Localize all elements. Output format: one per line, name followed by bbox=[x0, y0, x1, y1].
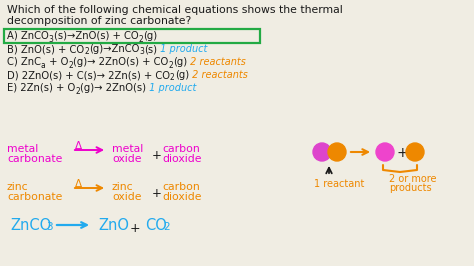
Text: C) ZnC: C) ZnC bbox=[7, 57, 41, 67]
Text: (g): (g) bbox=[175, 70, 189, 80]
Text: decomposition of zinc carbonate?: decomposition of zinc carbonate? bbox=[7, 16, 191, 26]
Text: ZnO: ZnO bbox=[98, 218, 129, 233]
Text: 2 reactants: 2 reactants bbox=[189, 70, 248, 80]
Text: (g)→ 2ZnO(s): (g)→ 2ZnO(s) bbox=[80, 83, 146, 93]
Text: 2: 2 bbox=[170, 73, 175, 82]
Text: +: + bbox=[130, 222, 141, 235]
Text: (g)→ 2ZnO(s) + CO: (g)→ 2ZnO(s) + CO bbox=[73, 57, 168, 67]
Text: 2: 2 bbox=[168, 60, 173, 69]
Text: Δ: Δ bbox=[75, 141, 82, 151]
Text: 3: 3 bbox=[139, 48, 144, 56]
Text: a: a bbox=[41, 60, 46, 69]
Text: D) 2ZnO(s) + C(s)→ 2Zn(s) + CO: D) 2ZnO(s) + C(s)→ 2Zn(s) + CO bbox=[7, 70, 170, 80]
Text: dioxide: dioxide bbox=[162, 192, 201, 202]
Text: (g): (g) bbox=[143, 31, 157, 41]
Text: Δ: Δ bbox=[75, 179, 82, 189]
Text: 1 reactant: 1 reactant bbox=[314, 179, 365, 189]
Text: metal: metal bbox=[7, 144, 38, 154]
Circle shape bbox=[328, 143, 346, 161]
Text: ZnCO: ZnCO bbox=[10, 218, 51, 233]
Text: products: products bbox=[389, 183, 432, 193]
Text: oxide: oxide bbox=[112, 154, 142, 164]
Text: +: + bbox=[397, 146, 409, 160]
Text: zinc: zinc bbox=[112, 182, 134, 192]
Text: oxide: oxide bbox=[112, 192, 142, 202]
Text: carbonate: carbonate bbox=[7, 192, 63, 202]
Text: (s): (s) bbox=[144, 44, 157, 54]
Circle shape bbox=[313, 143, 331, 161]
Text: 2: 2 bbox=[84, 48, 89, 56]
Text: 2: 2 bbox=[75, 86, 80, 95]
Text: CO: CO bbox=[145, 218, 167, 233]
Text: (g): (g) bbox=[173, 57, 187, 67]
Text: 2 or more: 2 or more bbox=[389, 174, 437, 184]
Text: (g)→ZnCO: (g)→ZnCO bbox=[89, 44, 139, 54]
Circle shape bbox=[376, 143, 394, 161]
Text: metal: metal bbox=[112, 144, 143, 154]
Text: 2: 2 bbox=[68, 60, 73, 69]
Text: carbonate: carbonate bbox=[7, 154, 63, 164]
Text: zinc: zinc bbox=[7, 182, 28, 192]
Text: carbon: carbon bbox=[162, 182, 200, 192]
Text: Which of the following chemical equations shows the thermal: Which of the following chemical equation… bbox=[7, 5, 343, 15]
Text: 2: 2 bbox=[138, 35, 143, 44]
Text: carbon: carbon bbox=[162, 144, 200, 154]
Text: 3: 3 bbox=[46, 222, 53, 232]
Text: +: + bbox=[152, 149, 162, 162]
Circle shape bbox=[406, 143, 424, 161]
Text: (s)→ZnO(s) + CO: (s)→ZnO(s) + CO bbox=[54, 31, 138, 41]
Text: +: + bbox=[152, 187, 162, 200]
Text: A) ZnCO: A) ZnCO bbox=[7, 31, 49, 41]
Text: E) 2Zn(s) + O: E) 2Zn(s) + O bbox=[7, 83, 75, 93]
Text: 3: 3 bbox=[49, 35, 54, 44]
Text: B) ZnO(s) + CO: B) ZnO(s) + CO bbox=[7, 44, 84, 54]
Text: dioxide: dioxide bbox=[162, 154, 201, 164]
Text: 1 product: 1 product bbox=[146, 83, 196, 93]
Text: 2 reactants: 2 reactants bbox=[187, 57, 246, 67]
Text: 1 product: 1 product bbox=[157, 44, 208, 54]
Text: + O: + O bbox=[46, 57, 68, 67]
Text: 2: 2 bbox=[163, 222, 170, 232]
